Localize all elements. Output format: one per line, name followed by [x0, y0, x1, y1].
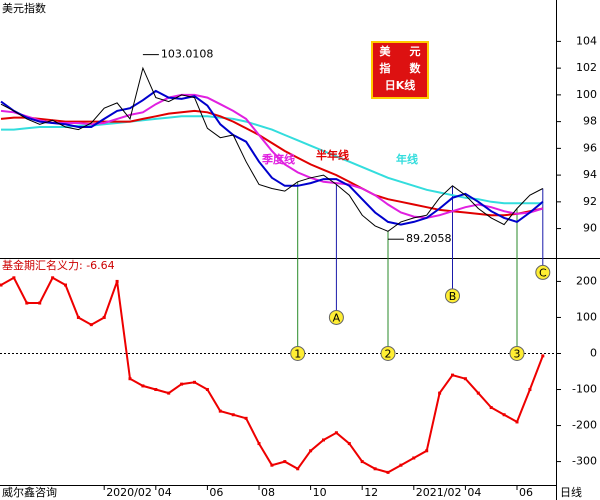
point	[296, 467, 300, 471]
x-tick-label: 08	[261, 486, 275, 499]
legend-text: 数	[410, 61, 422, 75]
point	[89, 323, 93, 327]
y-tick-label: 200	[576, 274, 597, 287]
annotation: 89.2058	[406, 232, 452, 245]
point	[515, 420, 519, 424]
annotation: 103.0108	[161, 48, 214, 61]
marker-circle	[380, 345, 396, 361]
point	[541, 354, 545, 358]
point	[154, 388, 158, 392]
y-tick-label: 94	[583, 168, 597, 181]
y-tick-label: 104	[576, 34, 597, 47]
y-tick-label: 90	[583, 222, 597, 235]
point	[167, 391, 171, 395]
point	[38, 301, 42, 305]
y-tick-label: -100	[572, 383, 597, 396]
x-tick-label: 2021/02	[416, 486, 462, 499]
point	[231, 413, 235, 417]
point	[180, 382, 184, 386]
point	[489, 406, 493, 410]
marker-label: B	[449, 290, 457, 303]
legend-text: 日K线	[385, 78, 416, 92]
x-tick-label: 04	[158, 486, 172, 499]
point	[12, 276, 16, 280]
point	[425, 449, 429, 453]
y-tick-label: 102	[576, 61, 597, 74]
legend-text: 元	[410, 45, 421, 58]
marker-label: 2	[385, 347, 392, 360]
point	[218, 409, 222, 413]
series-label: 半年线	[316, 148, 349, 162]
point	[334, 431, 338, 435]
point	[476, 391, 480, 395]
point	[64, 283, 67, 287]
x-tick-label: 06	[519, 486, 533, 499]
point	[399, 463, 403, 467]
point	[25, 301, 29, 305]
point	[257, 442, 261, 446]
x-tick-label: 10	[313, 486, 327, 499]
point	[309, 449, 313, 453]
point	[463, 377, 467, 381]
point	[451, 373, 454, 377]
point	[51, 276, 55, 280]
point	[76, 315, 80, 319]
marker-circle	[535, 264, 551, 280]
point	[502, 413, 506, 417]
marker-circle	[328, 309, 344, 325]
point	[244, 416, 248, 420]
y-tick-label: -300	[572, 455, 597, 468]
marker-circle	[290, 345, 306, 361]
source: 威尔鑫咨询	[2, 485, 57, 499]
y-tick-label: 100	[576, 310, 597, 323]
point	[115, 279, 119, 283]
marker-label: 1	[294, 347, 301, 360]
series-line	[1, 115, 543, 205]
marker-label: 3	[514, 347, 521, 360]
point	[141, 384, 145, 388]
series-line	[0, 93, 544, 219]
marker-circle	[509, 345, 525, 361]
marker-label: C	[539, 266, 547, 279]
point	[528, 388, 532, 392]
point	[438, 391, 442, 395]
panel-title: 基金期汇名义力: -6.64	[2, 258, 115, 272]
point	[360, 460, 364, 464]
y-tick-label: 98	[583, 115, 597, 128]
chart-title: 美元指数	[2, 1, 46, 15]
series-line	[0, 66, 544, 232]
y-tick-label: 92	[583, 195, 597, 208]
point	[205, 388, 209, 392]
point	[386, 470, 390, 474]
point	[322, 438, 325, 442]
y-tick-label: 0	[590, 346, 597, 359]
marker-circle	[445, 288, 460, 304]
series-label: 季度线	[261, 152, 295, 166]
point	[0, 283, 3, 287]
point	[283, 460, 287, 464]
y-tick-label: 100	[576, 88, 597, 101]
point	[270, 463, 274, 467]
point	[193, 380, 196, 384]
x-tick-label: 2020/02	[106, 486, 152, 499]
legend-box	[371, 41, 429, 99]
marker-label: A	[333, 311, 341, 324]
x-tick-label: 06	[209, 486, 223, 499]
point	[102, 315, 106, 319]
series-line	[0, 89, 544, 226]
point	[347, 442, 351, 446]
y-tick-label: -200	[572, 419, 597, 432]
point	[128, 377, 132, 381]
x-axis-label: 日线	[560, 485, 582, 499]
legend-text: 美	[380, 44, 392, 58]
legend-text: 指	[380, 61, 391, 75]
point	[412, 456, 416, 460]
x-tick-label: 12	[364, 486, 378, 499]
y-tick-label: 96	[583, 141, 597, 154]
point	[373, 467, 377, 471]
x-tick-label: 04	[467, 486, 481, 499]
series-label: 年线	[396, 152, 418, 166]
